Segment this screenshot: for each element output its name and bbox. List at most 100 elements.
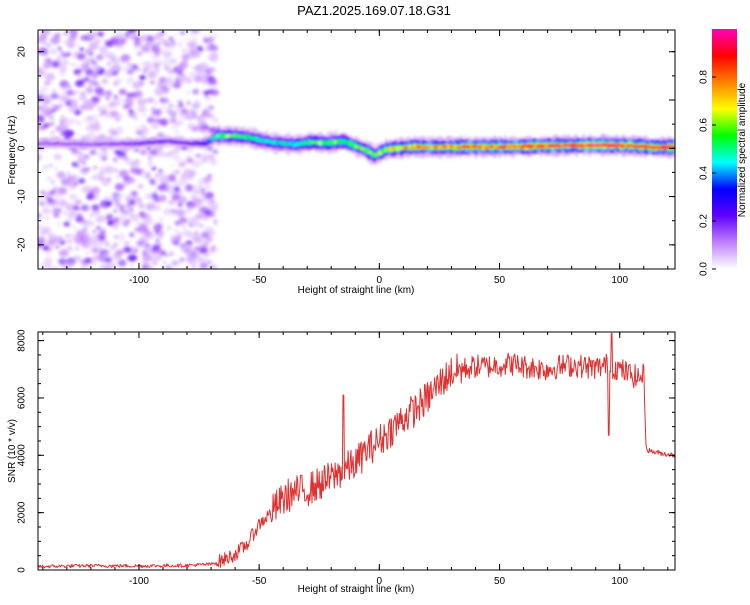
- noise-speckle: [70, 62, 76, 67]
- snr-panel: -100 -50 0 50 100 0 2000 4000 6000 8000 Height of…: [7, 329, 676, 595]
- noise-speckle: [159, 98, 164, 102]
- noise-speckle: [126, 93, 131, 97]
- noise-speckle: [93, 81, 100, 87]
- noise-speckle: [58, 65, 67, 72]
- noise-speckle: [177, 42, 183, 47]
- noise-speckle: [207, 79, 216, 86]
- noise-speckle: [82, 220, 87, 224]
- noise-speckle: [132, 64, 137, 69]
- noise-speckle: [65, 83, 71, 89]
- noise-speckle: [200, 157, 208, 164]
- noise-speckle: [213, 84, 218, 89]
- noise-speckle: [192, 89, 200, 95]
- noise-speckle: [94, 87, 104, 95]
- noise-speckle: [203, 176, 212, 183]
- noise-speckle: [84, 37, 90, 42]
- noise-speckle: [181, 226, 186, 230]
- noise-speckle: [189, 223, 194, 227]
- noise-speckle: [49, 121, 55, 126]
- noise-speckle: [141, 264, 151, 269]
- noise-speckle: [192, 112, 196, 116]
- noise-speckle: [38, 154, 42, 160]
- noise-speckle: [175, 122, 181, 127]
- noise-speckle: [172, 125, 175, 128]
- noise-speckle: [113, 235, 118, 239]
- noise-speckle: [66, 216, 73, 222]
- noise-speckle: [113, 242, 119, 247]
- noise-speckle: [71, 161, 79, 167]
- snr-xtick-label: 50: [494, 576, 506, 587]
- noise-speckle: [66, 203, 73, 209]
- noise-speckle: [196, 153, 202, 158]
- noise-speckle: [155, 222, 163, 229]
- noise-speckle: [54, 167, 58, 171]
- noise-speckle: [147, 150, 153, 155]
- noise-speckle: [91, 204, 100, 211]
- noise-speckle: [142, 65, 152, 72]
- noise-speckle: [116, 154, 123, 159]
- noise-speckle: [113, 158, 117, 161]
- noise-speckle: [204, 183, 211, 189]
- noise-speckle: [68, 261, 75, 266]
- noise-speckle: [52, 207, 61, 214]
- colorbar-gradient: [712, 29, 737, 269]
- noise-speckle: [105, 96, 110, 101]
- noise-speckle: [119, 42, 123, 45]
- noise-speckle: [111, 99, 121, 107]
- noise-speckle: [86, 251, 90, 255]
- noise-speckle: [66, 211, 74, 218]
- noise-speckle: [150, 122, 160, 130]
- noise-speckle: [198, 186, 203, 191]
- noise-speckle: [68, 179, 74, 185]
- noise-speckle: [190, 30, 200, 34]
- noise-speckle: [154, 101, 159, 105]
- noise-speckle: [130, 160, 140, 169]
- noise-speckle: [68, 175, 76, 182]
- noise-speckle: [202, 81, 207, 84]
- noise-speckle: [192, 66, 196, 70]
- noise-speckle: [173, 186, 181, 192]
- noise-speckle: [163, 59, 172, 67]
- noise-speckle: [142, 227, 149, 232]
- noise-speckle: [85, 206, 89, 210]
- noise-speckle: [154, 87, 165, 96]
- noise-speckle: [148, 160, 153, 164]
- noise-speckle: [165, 266, 171, 269]
- noise-speckle: [193, 231, 199, 236]
- noise-speckle: [172, 180, 183, 189]
- noise-speckle: [199, 224, 205, 228]
- noise-speckle: [207, 89, 214, 94]
- ridge-group: [38, 123, 675, 166]
- noise-speckle: [116, 249, 124, 256]
- noise-speckle: [59, 126, 64, 130]
- noise-speckle: [187, 256, 192, 260]
- noise-speckle: [50, 189, 57, 195]
- noise-speckle: [142, 113, 147, 117]
- noise-speckle: [101, 78, 108, 85]
- colorbar-tick-label: 0.8: [699, 70, 710, 84]
- noise-speckle: [96, 152, 103, 158]
- noise-speckle: [168, 36, 174, 41]
- noise-speckle: [115, 117, 120, 122]
- noise-speckle: [139, 149, 148, 156]
- noise-speckle: [208, 264, 218, 269]
- noise-speckle: [114, 72, 119, 76]
- noise-speckle: [163, 55, 170, 60]
- noise-speckle: [157, 194, 167, 202]
- noise-speckle: [95, 54, 104, 61]
- snr-xtick-label: 100: [611, 576, 628, 587]
- noise-speckle: [97, 32, 104, 37]
- noise-speckle: [179, 257, 185, 262]
- noise-speckle: [38, 112, 41, 116]
- noise-speckle: [110, 127, 114, 130]
- noise-speckle: [206, 260, 212, 264]
- noise-speckle: [205, 95, 211, 101]
- noise-speckle: [92, 86, 97, 90]
- noise-speckle: [66, 238, 73, 244]
- noise-speckle: [134, 227, 141, 233]
- noise-speckle: [186, 102, 191, 106]
- noise-speckle: [74, 90, 80, 94]
- noise-speckle: [159, 118, 169, 126]
